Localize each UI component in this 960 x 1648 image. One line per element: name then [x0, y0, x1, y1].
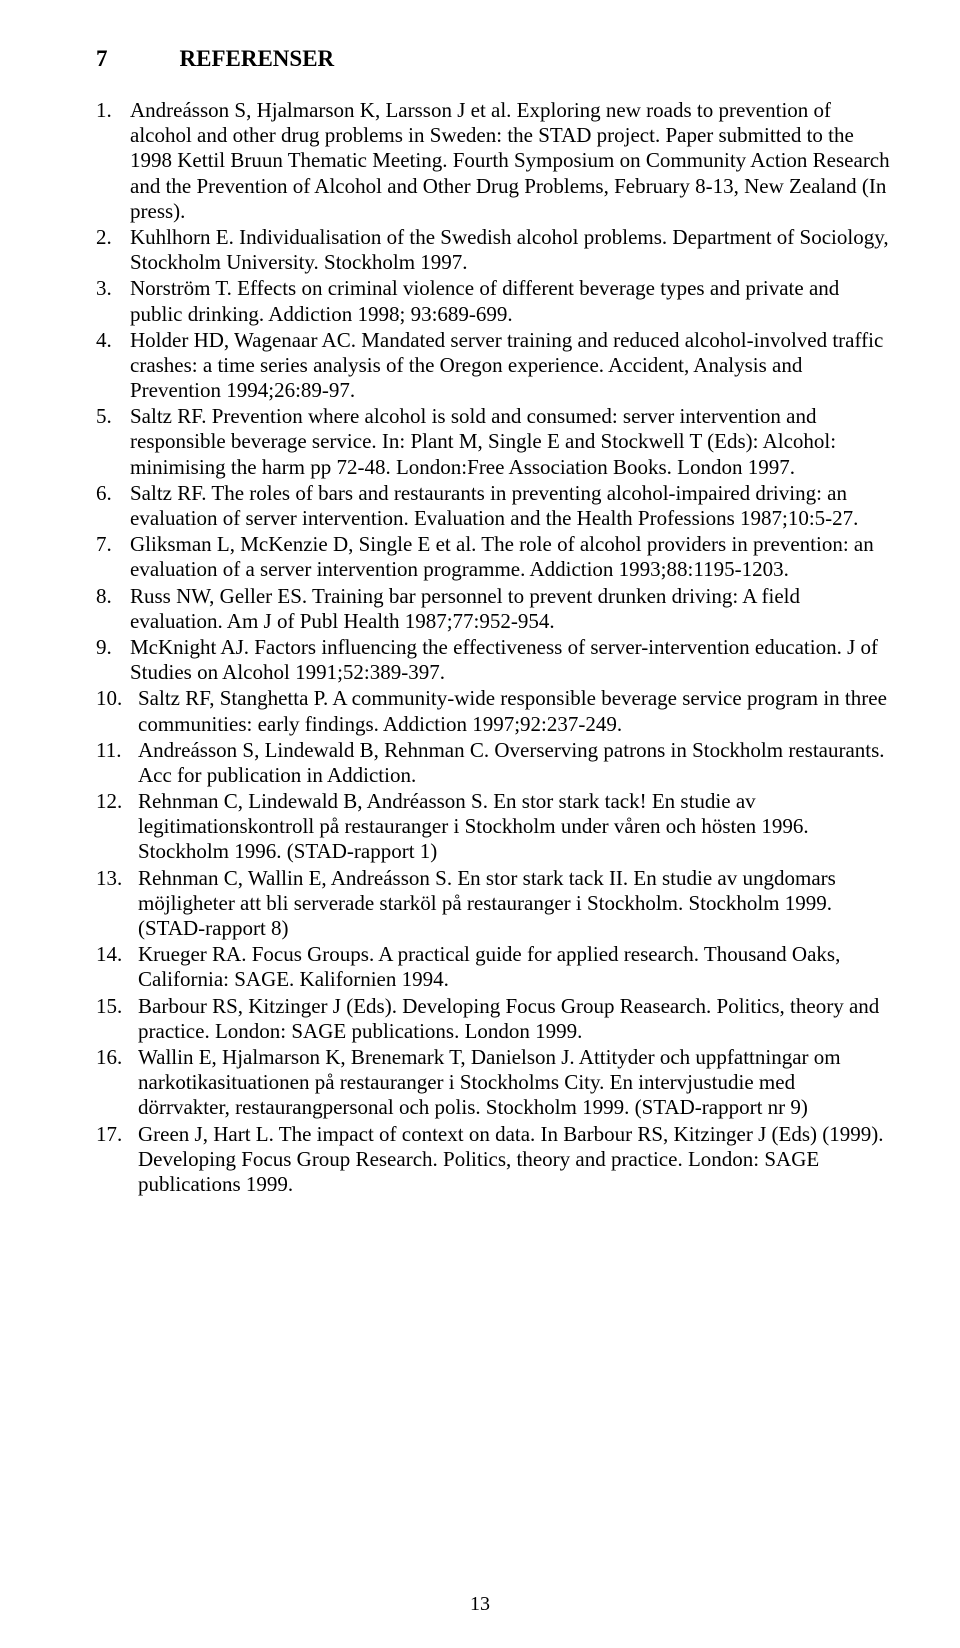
reference-number: 17. — [96, 1122, 138, 1198]
reference-text: Saltz RF. The roles of bars and restaura… — [130, 481, 890, 531]
reference-number: 11. — [96, 738, 138, 788]
reference-number: 4. — [96, 328, 130, 404]
reference-text: Holder HD, Wagenaar AC. Mandated server … — [130, 328, 890, 404]
reference-number: 13. — [96, 866, 138, 942]
reference-text: Norström T. Effects on criminal violence… — [130, 276, 890, 326]
reference-text: Russ NW, Geller ES. Training bar personn… — [130, 584, 890, 634]
reference-item: 6.Saltz RF. The roles of bars and restau… — [96, 481, 890, 531]
reference-number: 5. — [96, 404, 130, 480]
reference-item: 13.Rehnman C, Wallin E, Andreásson S. En… — [96, 866, 890, 942]
reference-item: 15.Barbour RS, Kitzinger J (Eds). Develo… — [96, 994, 890, 1044]
reference-number: 1. — [96, 98, 130, 224]
reference-text: Kuhlhorn E. Individualisation of the Swe… — [130, 225, 890, 275]
reference-text: Rehnman C, Wallin E, Andreásson S. En st… — [138, 866, 890, 942]
reference-list: 1.Andreásson S, Hjalmarson K, Larsson J … — [96, 98, 890, 1197]
reference-number: 9. — [96, 635, 130, 685]
reference-text: Krueger RA. Focus Groups. A practical gu… — [138, 942, 890, 992]
reference-text: Saltz RF. Prevention where alcohol is so… — [130, 404, 890, 480]
reference-text: Saltz RF, Stanghetta P. A community-wide… — [138, 686, 890, 736]
reference-number: 15. — [96, 994, 138, 1044]
reference-number: 14. — [96, 942, 138, 992]
reference-item: 10.Saltz RF, Stanghetta P. A community-w… — [96, 686, 890, 736]
reference-item: 5.Saltz RF. Prevention where alcohol is … — [96, 404, 890, 480]
page: 7 REFERENSER 1.Andreásson S, Hjalmarson … — [0, 0, 960, 1648]
reference-item: 12.Rehnman C, Lindewald B, Andréasson S.… — [96, 789, 890, 865]
reference-text: Wallin E, Hjalmarson K, Brenemark T, Dan… — [138, 1045, 890, 1121]
reference-number: 16. — [96, 1045, 138, 1121]
reference-text: Green J, Hart L. The impact of context o… — [138, 1122, 890, 1198]
reference-item: 9.McKnight AJ. Factors influencing the e… — [96, 635, 890, 685]
reference-item: 14.Krueger RA. Focus Groups. A practical… — [96, 942, 890, 992]
reference-number: 7. — [96, 532, 130, 582]
reference-number: 3. — [96, 276, 130, 326]
reference-number: 10. — [96, 686, 138, 736]
reference-text: Andreásson S, Lindewald B, Rehnman C. Ov… — [138, 738, 890, 788]
reference-text: Barbour RS, Kitzinger J (Eds). Developin… — [138, 994, 890, 1044]
section-heading: 7 REFERENSER — [96, 46, 890, 72]
page-number: 13 — [0, 1593, 960, 1616]
reference-item: 1.Andreásson S, Hjalmarson K, Larsson J … — [96, 98, 890, 224]
reference-item: 2.Kuhlhorn E. Individualisation of the S… — [96, 225, 890, 275]
reference-item: 16.Wallin E, Hjalmarson K, Brenemark T, … — [96, 1045, 890, 1121]
reference-number: 8. — [96, 584, 130, 634]
reference-text: Andreásson S, Hjalmarson K, Larsson J et… — [130, 98, 890, 224]
reference-number: 2. — [96, 225, 130, 275]
reference-item: 17.Green J, Hart L. The impact of contex… — [96, 1122, 890, 1198]
heading-number: 7 — [96, 46, 108, 72]
reference-number: 6. — [96, 481, 130, 531]
reference-item: 11.Andreásson S, Lindewald B, Rehnman C.… — [96, 738, 890, 788]
reference-item: 7.Gliksman L, McKenzie D, Single E et al… — [96, 532, 890, 582]
reference-item: 3.Norström T. Effects on criminal violen… — [96, 276, 890, 326]
reference-text: McKnight AJ. Factors influencing the eff… — [130, 635, 890, 685]
reference-item: 8.Russ NW, Geller ES. Training bar perso… — [96, 584, 890, 634]
heading-title: REFERENSER — [180, 46, 335, 72]
reference-text: Rehnman C, Lindewald B, Andréasson S. En… — [138, 789, 890, 865]
reference-text: Gliksman L, McKenzie D, Single E et al. … — [130, 532, 890, 582]
reference-number: 12. — [96, 789, 138, 865]
reference-item: 4.Holder HD, Wagenaar AC. Mandated serve… — [96, 328, 890, 404]
